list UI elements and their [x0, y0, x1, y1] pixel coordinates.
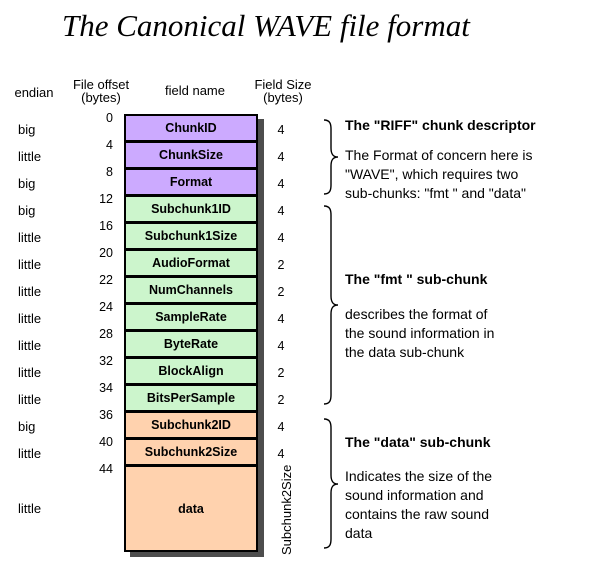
data-row-size-label-rotated: Subchunk2Size — [279, 464, 294, 555]
annotation-line: sub-chunks: "fmt " and "data" — [345, 185, 526, 201]
field-cell-Subchunk2Size: Subchunk2Size — [126, 440, 256, 467]
endian-label: big — [18, 419, 36, 434]
field-cell-BitsPerSample: BitsPerSample — [126, 386, 256, 413]
field-cell-ChunkSize: ChunkSize — [126, 143, 256, 170]
annotation-heading-data: The "data" sub-chunk — [345, 434, 491, 450]
field-size-label: 2 — [277, 365, 285, 380]
annotation-line: the data sub-chunk — [345, 344, 465, 360]
field-cell-SampleRate: SampleRate — [126, 305, 256, 332]
brace-data-subchunk — [323, 418, 339, 549]
brace-fmt-subchunk — [323, 205, 339, 405]
column-header-field-size: Field Size (bytes) — [254, 77, 312, 105]
byte-offset-label: 34 — [99, 381, 113, 395]
endian-label: little — [18, 230, 42, 245]
endian-label: little — [18, 446, 42, 461]
endian-label: little — [18, 257, 42, 272]
annotation-line: contains the raw sound — [345, 506, 489, 522]
byte-layout-table: ChunkID ChunkSize Format Subchunk1ID Subchun… — [124, 114, 258, 552]
field-size-label: 4 — [277, 149, 285, 164]
endian-label: little — [18, 365, 42, 380]
endian-label: little — [18, 338, 42, 353]
annotation-line: describes the format of — [345, 306, 488, 322]
field-size-label: 4 — [277, 230, 285, 245]
byte-offset-label: 12 — [99, 192, 113, 206]
column-header-endian: endian — [14, 85, 54, 100]
endian-label: big — [18, 122, 36, 137]
field-size-label: 2 — [277, 392, 285, 407]
endian-label: big — [18, 203, 36, 218]
field-cell-Subchunk1ID: Subchunk1ID — [126, 197, 256, 224]
field-size-label: 4 — [277, 338, 285, 353]
annotation-body-data: Indicates the size of the sound informati… — [345, 467, 580, 543]
field-cell-ByteRate: ByteRate — [126, 332, 256, 359]
annotation-line: the sound information in — [345, 325, 495, 341]
byte-offset-label: 32 — [99, 354, 113, 368]
field-cell-Format: Format — [126, 170, 256, 197]
field-cell-Subchunk1Size: Subchunk1Size — [126, 224, 256, 251]
field-size-label: 2 — [277, 257, 285, 272]
field-size-label: 4 — [277, 446, 285, 461]
field-cell-ChunkID: ChunkID — [126, 116, 256, 143]
byte-offset-label: 0 — [106, 111, 113, 125]
field-size-label: 4 — [277, 203, 285, 218]
byte-offset-label: 24 — [99, 300, 113, 314]
field-cell-data: data — [126, 467, 256, 550]
brace-riff-chunk — [323, 119, 339, 195]
byte-offset-label: 40 — [99, 435, 113, 449]
field-size-label: 4 — [277, 176, 285, 191]
byte-offset-label: 16 — [99, 219, 113, 233]
field-cell-AudioFormat: AudioFormat — [126, 251, 256, 278]
annotation-heading-riff: The "RIFF" chunk descriptor — [345, 117, 536, 133]
column-header-file-offset: File offset (bytes) — [72, 77, 130, 105]
field-size-label: 4 — [277, 419, 285, 434]
annotation-line: "WAVE", which requires two — [345, 166, 519, 182]
annotation-line: data — [345, 525, 373, 541]
endian-label: big — [18, 176, 36, 191]
field-cell-BlockAlign: BlockAlign — [126, 359, 256, 386]
field-size-label: 4 — [277, 122, 285, 137]
field-size-label: 4 — [277, 311, 285, 326]
endian-label: little — [18, 392, 42, 407]
byte-offset-label: 4 — [106, 138, 113, 152]
annotation-line: The Format of concern here is — [345, 147, 533, 163]
endian-label: little — [18, 311, 42, 326]
byte-offset-label: 20 — [99, 246, 113, 260]
byte-offset-label: 36 — [99, 408, 113, 422]
annotation-body-riff: The Format of concern here is "WAVE", whi… — [345, 146, 580, 203]
endian-label: little — [18, 284, 42, 299]
annotation-body-fmt: describes the format of the sound informa… — [345, 305, 580, 362]
field-cell-NumChannels: NumChannels — [126, 278, 256, 305]
endian-label: little — [18, 149, 42, 164]
field-size-label: 2 — [277, 284, 285, 299]
column-header-field-name: field name — [165, 83, 225, 98]
byte-offset-label: 22 — [99, 273, 113, 287]
byte-offset-label: 8 — [106, 165, 113, 179]
field-cell-Subchunk2ID: Subchunk2ID — [126, 413, 256, 440]
annotation-line: Indicates the size of the — [345, 468, 493, 484]
page-title: The Canonical WAVE file format — [62, 8, 470, 43]
annotation-heading-fmt: The "fmt " sub-chunk — [345, 271, 488, 287]
annotation-line: sound information and — [345, 487, 484, 503]
byte-offset-label: 28 — [99, 327, 113, 341]
endian-label: little — [18, 501, 42, 516]
byte-offset-label: 44 — [99, 462, 113, 476]
